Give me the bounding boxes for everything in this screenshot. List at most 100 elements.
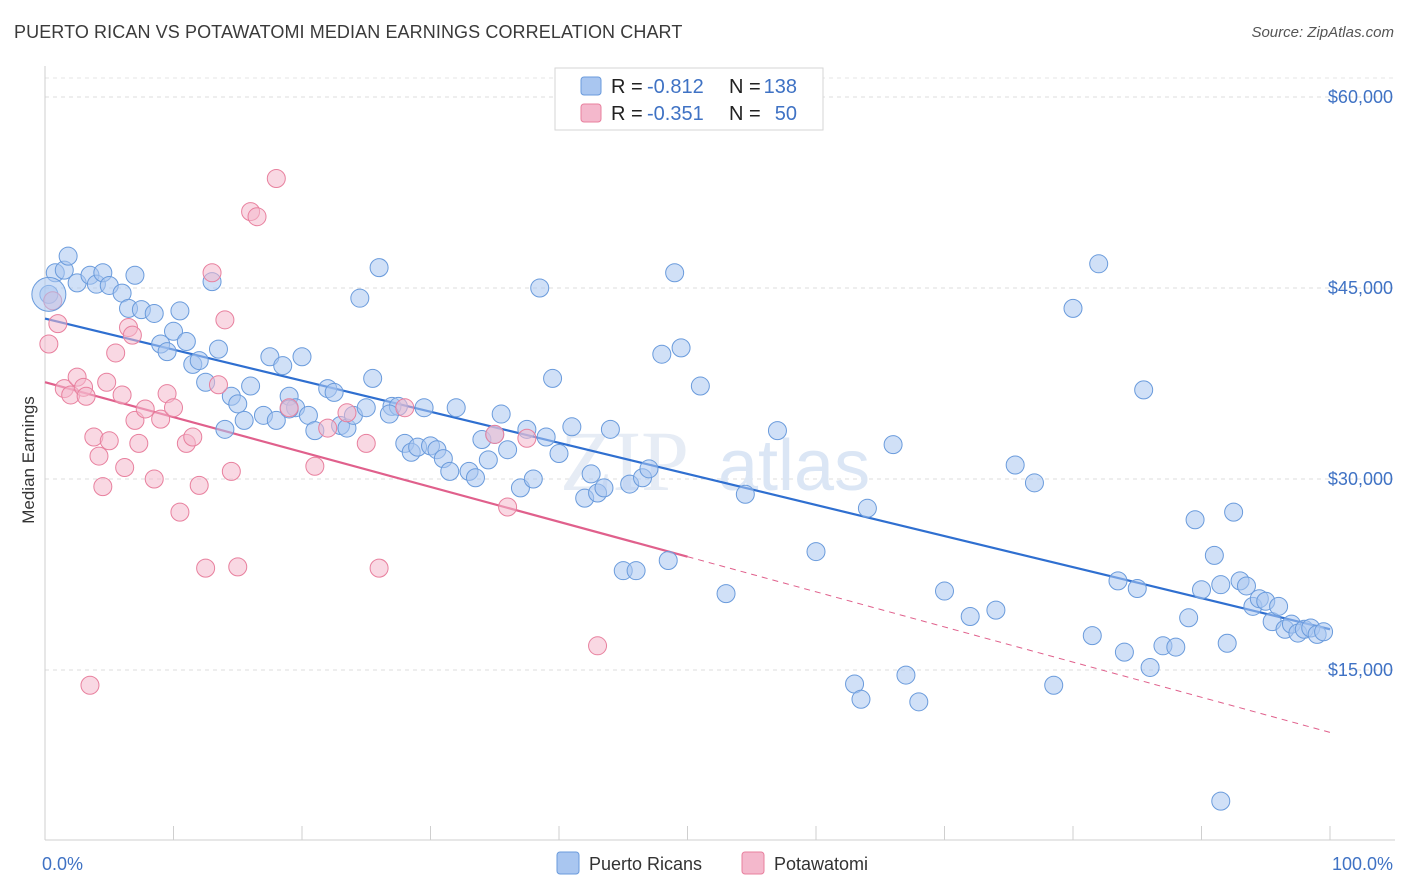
point-puerto-ricans [446, 398, 466, 418]
point-puerto-ricans [1063, 298, 1083, 318]
legend-swatch [580, 76, 602, 96]
point-puerto-ricans [1140, 657, 1160, 677]
legend-r-value: -0.812 [647, 76, 704, 98]
point-puerto-ricans [1082, 626, 1102, 646]
point-potawatomi [228, 557, 248, 577]
point-puerto-ricans [1005, 455, 1025, 475]
legend-r-label: R = [611, 76, 643, 98]
point-puerto-ricans [266, 410, 286, 430]
point-puerto-ricans [1114, 642, 1134, 662]
legend-r-value: -0.351 [647, 103, 704, 125]
point-puerto-ricans [1179, 608, 1199, 628]
point-puerto-ricans [523, 469, 543, 489]
point-puerto-ricans [671, 338, 691, 358]
point-potawatomi [485, 424, 505, 444]
point-puerto-ricans [1127, 579, 1147, 599]
legend-n-label: N = [729, 76, 761, 98]
point-puerto-ricans [189, 351, 209, 371]
bottom-legend-swatch [556, 851, 580, 875]
point-puerto-ricans [652, 344, 672, 364]
point-potawatomi [208, 375, 228, 395]
point-potawatomi [337, 403, 357, 423]
point-puerto-ricans [600, 419, 620, 439]
point-potawatomi [517, 428, 537, 448]
point-puerto-ricans [909, 692, 929, 712]
point-puerto-ricans [369, 258, 389, 278]
legend-r-label: R = [611, 103, 643, 125]
point-puerto-ricans [1224, 502, 1244, 522]
point-puerto-ricans [1108, 571, 1128, 591]
x-tick-labels: 0.0% 100.0% [42, 854, 1393, 874]
point-puerto-ricans [935, 581, 954, 601]
legend-n-label: N = [729, 103, 761, 125]
point-potawatomi [170, 502, 190, 522]
point-puerto-ricans [363, 368, 383, 388]
point-puerto-ricans [1089, 254, 1109, 274]
point-potawatomi [266, 168, 286, 188]
x-tick-label-max: 100.0% [1332, 854, 1393, 874]
point-puerto-ricans [1166, 637, 1186, 657]
point-puerto-ricans [1134, 380, 1154, 400]
point-puerto-ricans [1314, 622, 1334, 642]
legend-n-value: 138 [764, 76, 797, 98]
point-potawatomi [93, 477, 113, 497]
point-puerto-ricans [806, 542, 826, 562]
point-puerto-ricans [176, 331, 196, 351]
point-puerto-ricans [478, 450, 498, 470]
point-puerto-ricans [639, 459, 659, 479]
point-puerto-ricans [215, 419, 235, 439]
point-potawatomi [202, 263, 222, 283]
point-puerto-ricans [324, 382, 344, 402]
y-tick-label: $60,000 [1328, 87, 1393, 107]
point-potawatomi [48, 314, 68, 334]
point-potawatomi [115, 458, 135, 478]
point-puerto-ricans [690, 376, 710, 396]
point-puerto-ricans [498, 440, 518, 460]
point-puerto-ricans [562, 417, 582, 437]
point-potawatomi [189, 475, 209, 495]
point-puerto-ricans [658, 550, 678, 570]
point-potawatomi [80, 675, 100, 695]
axes [44, 66, 1395, 841]
y-tick-label: $30,000 [1328, 469, 1393, 489]
point-puerto-ricans [1211, 791, 1231, 811]
bottom-legend: Puerto Ricans Potawatomi [556, 851, 868, 875]
point-puerto-ricans [1204, 545, 1224, 565]
point-puerto-ricans [58, 246, 78, 266]
point-puerto-ricans [626, 561, 646, 581]
point-potawatomi [183, 427, 203, 447]
point-potawatomi [122, 325, 142, 345]
point-puerto-ricans [234, 410, 254, 430]
point-puerto-ricans [665, 263, 685, 283]
y-tick-label: $15,000 [1328, 660, 1393, 680]
point-potawatomi [395, 398, 415, 418]
point-puerto-ricans [125, 265, 145, 285]
watermark: ZIP atlas [560, 413, 870, 509]
point-puerto-ricans [716, 584, 736, 604]
point-puerto-ricans [273, 356, 293, 376]
point-potawatomi [39, 334, 59, 354]
legend: R = -0.812 N = 138 R = -0.351 N = 50 [554, 67, 824, 131]
point-puerto-ricans [960, 607, 980, 627]
point-potawatomi [498, 497, 518, 517]
point-potawatomi [135, 399, 155, 419]
point-potawatomi [588, 636, 608, 656]
point-puerto-ricans [440, 461, 460, 481]
chart-title: PUERTO RICAN VS POTAWATOMI MEDIAN EARNIN… [14, 22, 683, 42]
point-puerto-ricans [1269, 596, 1289, 616]
point-potawatomi [247, 207, 267, 227]
y-axis-label: Median Earnings [19, 396, 38, 524]
point-puerto-ricans [208, 339, 228, 359]
point-puerto-ricans [414, 398, 434, 418]
point-potawatomi [318, 418, 338, 438]
point-puerto-ricans [241, 376, 261, 396]
point-puerto-ricans [896, 665, 916, 685]
trend-line-potawatomi-extension [687, 556, 1331, 733]
bottom-legend-label: Puerto Ricans [589, 854, 702, 874]
point-potawatomi [221, 461, 241, 481]
legend-swatch [580, 103, 602, 123]
point-puerto-ricans [883, 435, 903, 455]
point-potawatomi [215, 310, 235, 330]
point-puerto-ricans [350, 288, 370, 308]
